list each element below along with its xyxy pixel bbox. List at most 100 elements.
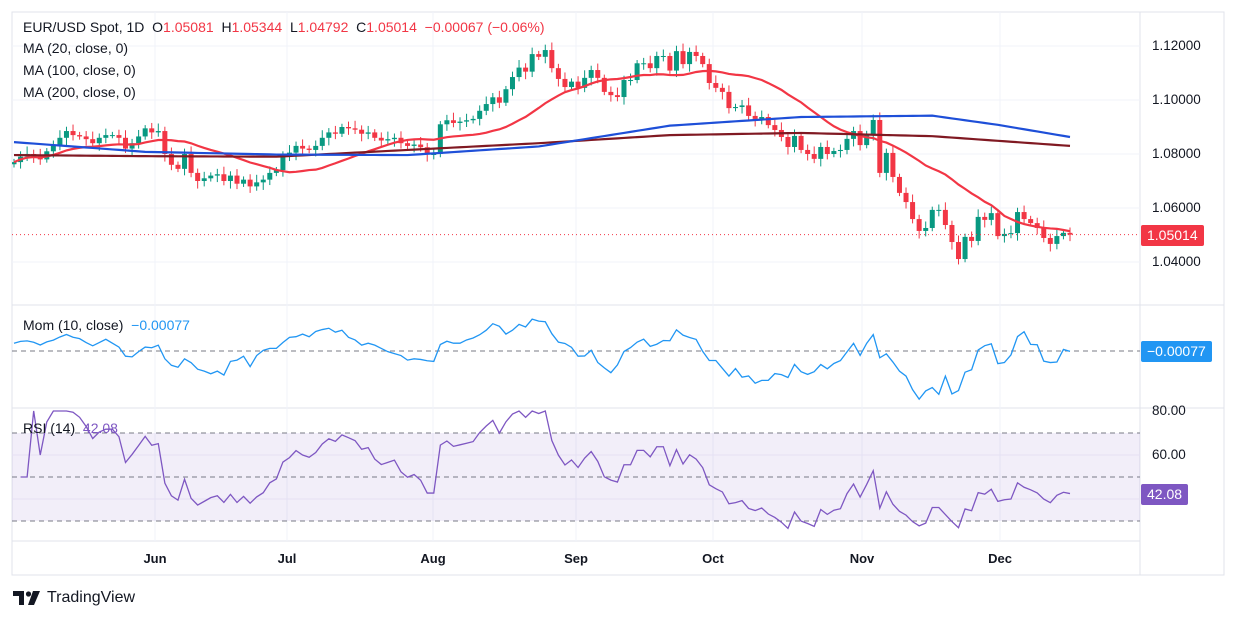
candle-body — [916, 219, 922, 231]
mom-legend[interactable]: Mom (10, close) −0.00077 — [23, 317, 190, 333]
candle-body — [188, 154, 194, 173]
candle — [109, 131, 115, 139]
candle — [667, 52, 673, 74]
candle — [516, 60, 522, 82]
candle — [63, 126, 69, 146]
candle-body — [385, 139, 391, 141]
candle-body — [378, 137, 384, 141]
ma200-legend[interactable]: MA (200, close, 0) — [23, 84, 136, 100]
candle — [700, 52, 706, 68]
rsi-pane[interactable] — [20, 410, 1071, 530]
candle-body — [877, 119, 883, 173]
candle-body — [641, 63, 647, 65]
candle — [267, 166, 273, 186]
candle — [195, 168, 201, 189]
candle-body — [962, 236, 968, 260]
candle — [765, 113, 771, 129]
candle-body — [870, 119, 876, 135]
candle-body — [306, 148, 312, 150]
candle-body — [923, 227, 929, 231]
candle — [654, 51, 660, 76]
candle-body — [890, 152, 896, 177]
candle — [995, 209, 1001, 240]
candle-body — [326, 132, 332, 138]
candle-body — [162, 131, 168, 154]
candle — [1060, 229, 1066, 240]
ma20-legend[interactable]: MA (20, close, 0) — [23, 40, 129, 56]
candle-body — [523, 67, 529, 72]
candle — [1021, 205, 1027, 225]
candle-body — [746, 105, 752, 116]
candle-body — [1028, 219, 1034, 224]
ma100-legend[interactable]: MA (100, close, 0) — [23, 62, 136, 78]
candle — [123, 130, 129, 153]
candle — [378, 132, 384, 147]
candle — [234, 169, 240, 190]
candle — [1067, 227, 1073, 242]
candle-body — [227, 175, 233, 181]
candle-body — [149, 128, 155, 133]
candle — [582, 70, 588, 93]
candle — [680, 43, 686, 69]
candle-body — [201, 178, 207, 181]
candle-body — [457, 121, 463, 123]
candle — [660, 49, 666, 62]
candle — [719, 83, 725, 100]
candle-body — [562, 78, 568, 88]
rsi-legend[interactable]: RSI (14) 42.08 — [23, 420, 118, 436]
price-label: 1.04000 — [1152, 254, 1201, 269]
candle — [142, 125, 148, 140]
momentum-pane[interactable] — [12, 318, 1140, 401]
candle — [523, 63, 529, 80]
candle-body — [549, 50, 555, 69]
candle — [254, 174, 260, 191]
candle — [562, 72, 568, 93]
candle-body — [90, 139, 96, 144]
candle — [1008, 225, 1014, 239]
candle — [509, 71, 515, 96]
candle-body — [411, 144, 417, 146]
candle — [365, 125, 371, 140]
candle — [450, 112, 456, 128]
time-label: Nov — [849, 551, 875, 566]
tradingview-logo[interactable]: TradingView — [13, 589, 135, 607]
candle-body — [129, 143, 135, 149]
candle-body — [234, 175, 240, 184]
candle-body — [739, 105, 745, 108]
candle — [877, 112, 883, 178]
candle — [693, 45, 699, 62]
candle — [477, 105, 483, 126]
candle — [798, 132, 804, 154]
candle-body — [260, 179, 266, 183]
high-value: 1.05344 — [231, 19, 283, 35]
candle — [273, 166, 279, 177]
candle-body — [555, 68, 561, 79]
candle-body — [575, 81, 581, 88]
candle-body — [77, 135, 83, 137]
candle — [83, 131, 89, 146]
price-pane[interactable] — [12, 42, 1141, 265]
candle-body — [470, 118, 476, 121]
candle-body — [1021, 212, 1027, 220]
candle-body — [831, 151, 837, 154]
candle-body — [339, 127, 345, 134]
candle-body — [792, 135, 798, 147]
candle-body — [949, 225, 955, 243]
candle-body — [772, 125, 778, 130]
candle-body — [837, 149, 843, 152]
candle-body — [660, 55, 666, 57]
candle-body — [267, 172, 273, 180]
candle-body — [57, 137, 63, 146]
candle — [713, 75, 719, 93]
rsi-value-tag: 42.08 — [1141, 484, 1189, 505]
mom-value: −0.00077 — [131, 317, 190, 333]
candle-body — [300, 145, 306, 149]
candle-body — [1034, 223, 1040, 228]
price-label: 1.08000 — [1152, 146, 1201, 161]
candle-body — [431, 154, 437, 155]
candle — [536, 50, 542, 61]
candle — [746, 97, 752, 121]
candle-body — [673, 51, 679, 71]
candle — [214, 168, 220, 183]
